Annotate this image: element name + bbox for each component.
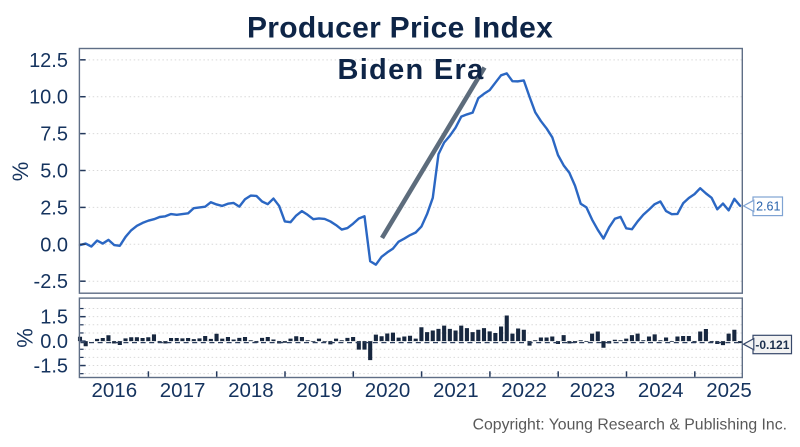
svg-text:2016: 2016 <box>91 379 137 402</box>
svg-text:2023: 2023 <box>570 379 616 402</box>
svg-text:-0.121: -0.121 <box>755 338 789 352</box>
svg-text:10.0: 10.0 <box>29 87 68 109</box>
svg-text:12.5: 12.5 <box>29 50 68 72</box>
svg-text:0.0: 0.0 <box>40 331 68 353</box>
svg-text:5.0: 5.0 <box>40 161 68 183</box>
svg-text:-1.5: -1.5 <box>34 356 68 378</box>
svg-text:2.5: 2.5 <box>40 197 68 219</box>
svg-text:2024: 2024 <box>638 379 684 402</box>
svg-text:Copyright: Young Research & Pu: Copyright: Young Research & Publishing I… <box>473 417 787 434</box>
svg-text:2025: 2025 <box>706 379 752 402</box>
svg-text:2017: 2017 <box>160 379 206 402</box>
svg-text:2018: 2018 <box>228 379 274 402</box>
svg-text:1.5: 1.5 <box>40 307 68 329</box>
svg-text:2020: 2020 <box>365 379 411 402</box>
svg-text:2.61: 2.61 <box>756 200 780 214</box>
svg-text:2019: 2019 <box>296 379 342 402</box>
svg-text:0.0: 0.0 <box>40 234 68 256</box>
svg-text:2021: 2021 <box>433 379 479 402</box>
svg-text:Biden Era: Biden Era <box>337 54 484 86</box>
svg-text:7.5: 7.5 <box>40 124 68 146</box>
svg-text:Producer Price Index: Producer Price Index <box>247 12 553 45</box>
svg-text:%: % <box>12 328 37 348</box>
svg-text:%: % <box>8 162 33 182</box>
svg-text:-2.5: -2.5 <box>34 271 68 293</box>
svg-text:2022: 2022 <box>501 379 547 402</box>
